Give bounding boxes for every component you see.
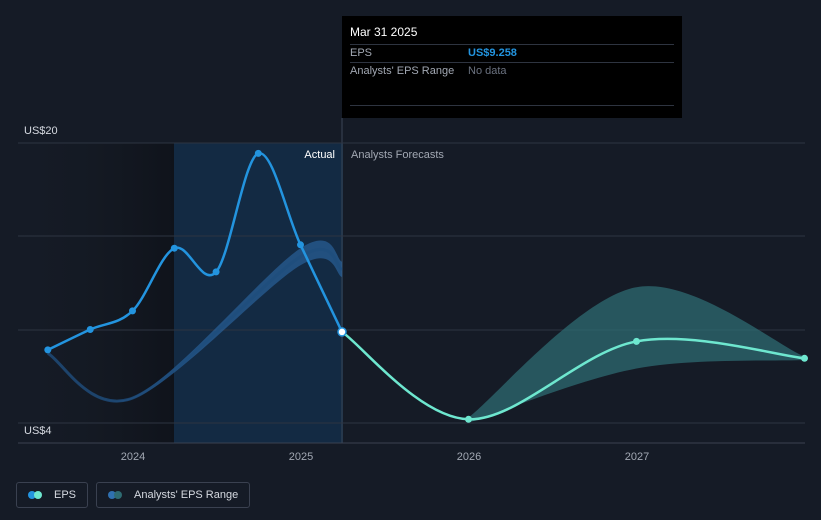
x-tick-label: 2025 <box>289 451 313 463</box>
hover-tooltip: Mar 31 2025 EPS US$9.258 Analysts' EPS R… <box>342 16 682 118</box>
tooltip-divider <box>350 105 674 106</box>
tooltip-row-eps: EPS US$9.258 <box>350 44 674 62</box>
eps-points <box>44 149 808 423</box>
eps-actual-point <box>254 149 262 157</box>
past-estimate-range-band <box>47 240 343 402</box>
tooltip-row-range: Analysts' EPS Range No data <box>350 62 674 80</box>
tooltip-date: Mar 31 2025 <box>350 25 418 39</box>
eps-actual-point <box>86 326 94 333</box>
eps-forecast-line <box>341 330 805 421</box>
legend-label-eps: EPS <box>54 489 77 501</box>
tooltip-range-value: No data <box>468 65 507 77</box>
tooltip-eps-key: EPS <box>350 47 373 59</box>
actual-region-label: Actual <box>304 149 335 161</box>
tooltip-eps-value: US$9.258 <box>468 47 517 59</box>
chart-legend: EPS Analysts' EPS Range <box>16 482 251 508</box>
eps-actual-point <box>44 346 52 354</box>
legend-label-eps-range: Analysts' EPS Range <box>134 489 239 501</box>
eps-actual-line <box>47 152 344 352</box>
x-tick-label: 2024 <box>121 451 145 463</box>
eps-actual-point <box>297 241 304 249</box>
eps-legend-icon <box>28 491 46 499</box>
tooltip-range-key: Analysts' EPS Range <box>350 65 455 77</box>
eps-actual-point <box>129 307 136 315</box>
legend-item-eps[interactable]: EPS <box>16 482 89 508</box>
eps-range-legend-icon <box>108 491 126 499</box>
eps-hover-point <box>337 327 347 337</box>
y-axis-min-label: US$4 <box>24 425 52 437</box>
past-estimate-line <box>46 247 343 403</box>
x-tick-label: 2026 <box>457 451 481 463</box>
history-shade <box>18 143 174 443</box>
eps-actual-point <box>170 244 178 252</box>
eps-actual-point <box>212 268 220 276</box>
eps-forecast-point <box>801 354 808 362</box>
x-tick-label: 2027 <box>625 451 649 463</box>
forecast-region-label: Analysts Forecasts <box>351 149 444 161</box>
analysts-eps-range-band <box>468 286 805 423</box>
eps-forecast-point <box>465 415 472 423</box>
y-axis-max-label: US$20 <box>24 125 58 137</box>
eps-forecast-point <box>633 337 640 345</box>
legend-item-eps-range[interactable]: Analysts' EPS Range <box>96 482 251 508</box>
